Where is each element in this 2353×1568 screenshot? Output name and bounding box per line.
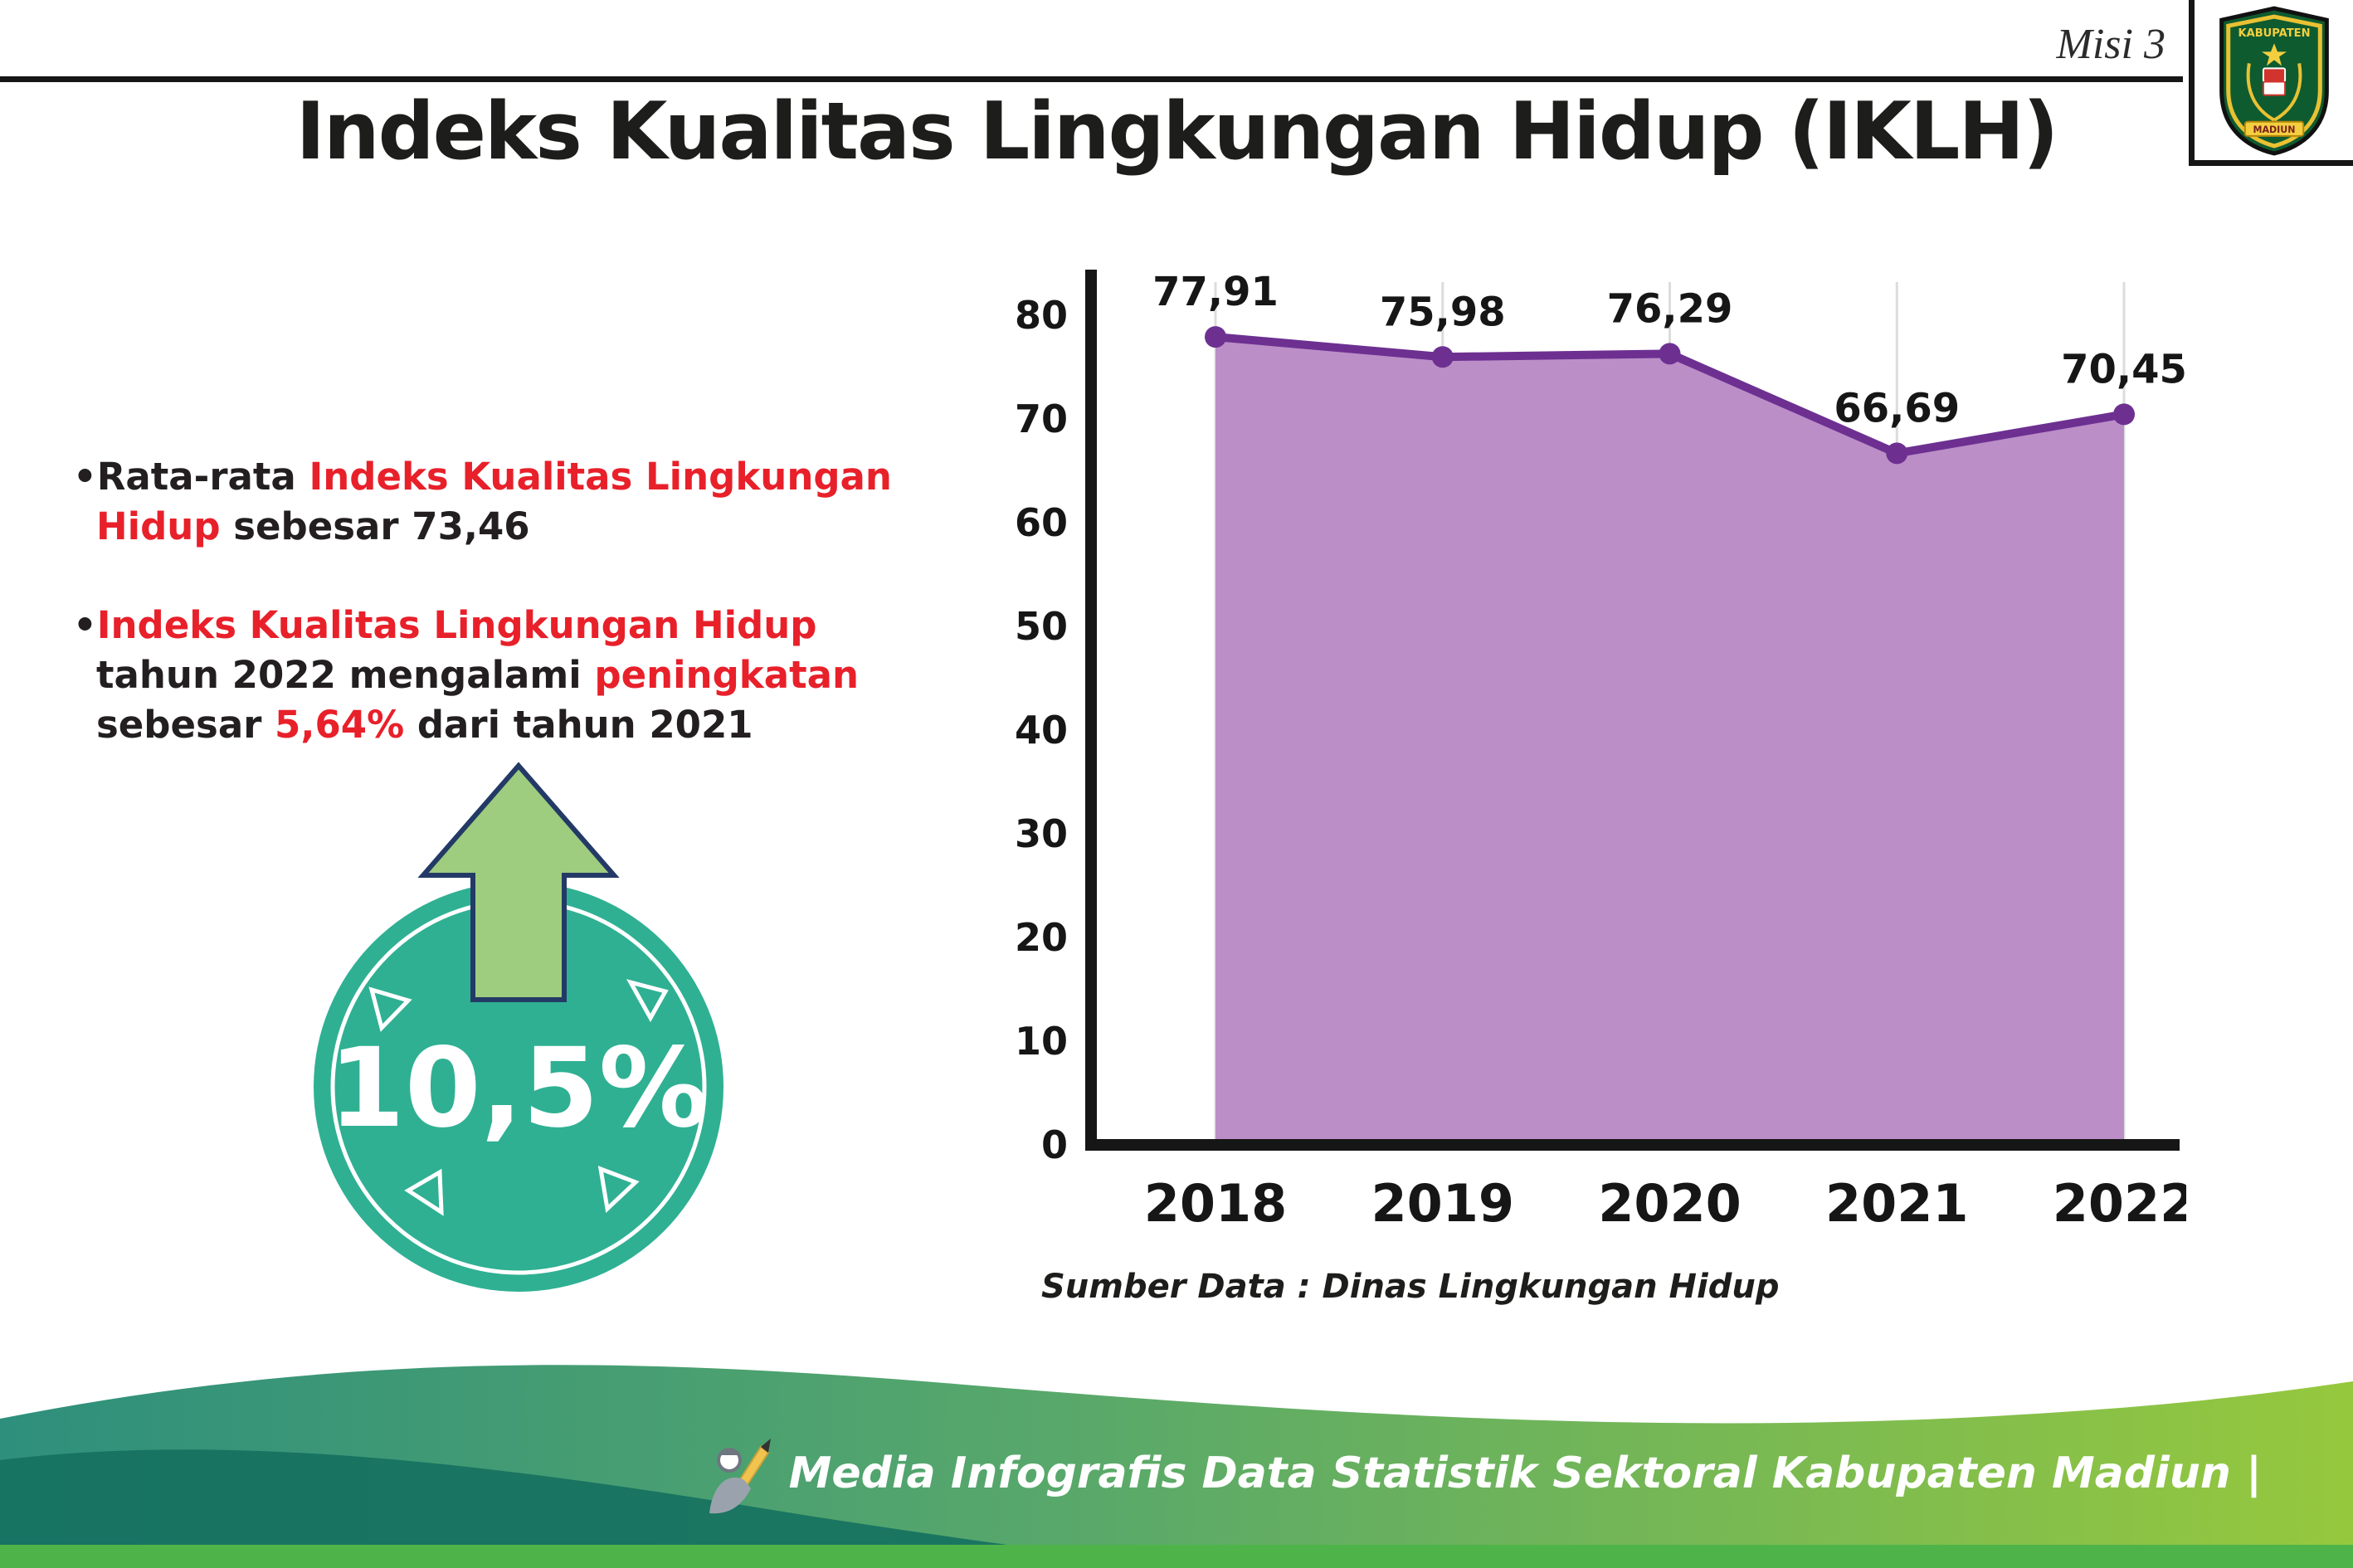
data-point [1659,343,1681,365]
iklh-area-chart: 0 10 20 30 40 50 60 70 80 77,91 75,98 76,29 66,69 70,… [1015,269,2186,1234]
x-tick-label: 2018 [1144,1173,1288,1234]
y-tick-label: 80 [1015,293,1068,338]
data-point [1431,346,1454,368]
y-tick-label: 40 [1015,708,1068,752]
y-tick-label: 10 [1015,1019,1068,1064]
misi-label: Misi 3 [2056,21,2165,68]
bullet-item-increase: •Indeks Kualitas Lingkungan Hidup tahun … [73,601,936,751]
x-tick-label: 2022 [2053,1173,2186,1234]
bullet-text-highlight: Indeks Kualitas Lingkungan Hidup [96,602,817,647]
data-point [1205,326,1226,348]
y-tick-label: 60 [1015,500,1068,545]
bullet-text: sebesar 73,46 [220,504,530,549]
data-label: 70,45 [2061,346,2186,392]
y-tick-label: 50 [1015,604,1068,649]
data-point [1886,442,1908,465]
badge-value: 10,5% [329,1025,709,1152]
data-label: 77,91 [1152,269,1279,315]
y-tick-label: 30 [1015,811,1068,856]
bullet-text: dari tahun 2021 [404,703,753,747]
decor-triangle [597,1166,640,1214]
decor-triangle [404,1168,444,1216]
footer-wave [0,1365,2353,1568]
footer-caption: Media Infografis Data Statistik Sektoral… [701,1430,2262,1517]
x-tick-label: 2019 [1371,1173,1514,1234]
footer-text: Media Infografis Data Statistik Sektoral… [788,1449,2262,1498]
bullet-text-highlight: Indeks Kualitas Lingkungan Hidup [96,455,892,549]
source-note: Sumber Data : Dinas Lingkungan Hidup [1041,1268,1780,1306]
decor-triangle [368,986,412,1032]
bullet-item-average: •Rata-rata Indeks Kualitas Lingkungan Hi… [73,452,936,553]
y-tick-label: 0 [1041,1122,1068,1167]
data-point [2113,403,2135,426]
badge-circle [314,882,723,1292]
bullet-text: sebesar [96,703,275,747]
kabupaten-madiun-logo: KABUPATEN MADIUN [2189,0,2353,166]
bullet-text-highlight: peningkatan [594,652,860,697]
y-tick-label: 70 [1015,397,1068,441]
increase-badge: 10,5% [307,751,730,1298]
data-label: 76,29 [1607,285,1733,332]
page-title: Indeks Kualitas Lingkungan Hidup (IKLH) [295,86,2059,178]
x-tick-label: 2020 [1598,1173,1742,1234]
y-tick-label: 20 [1015,915,1068,960]
crest-icon: KABUPATEN MADIUN [2219,5,2329,156]
data-label: 75,98 [1380,289,1506,335]
header-rule [0,76,2183,82]
up-arrow-icon [417,762,620,1002]
bullet-text: Rata-rata [96,455,309,499]
x-tick-label: 2021 [1825,1173,1969,1234]
data-label: 66,69 [1834,385,1960,431]
bullet-marker: • [73,602,97,647]
mascot-icon [709,1439,771,1514]
bullet-marker: • [73,455,97,499]
decor-triangle [626,979,669,1023]
logo-top-text: KABUPATEN [2238,27,2310,40]
logo-bottom-text: MADIUN [2253,124,2295,134]
area-fill [1215,337,2124,1145]
bullet-text-highlight: 5,64% [275,703,405,747]
bullet-text: tahun 2022 mengalami [96,652,595,697]
bullet-list: •Rata-rata Indeks Kualitas Lingkungan Hi… [73,452,936,798]
